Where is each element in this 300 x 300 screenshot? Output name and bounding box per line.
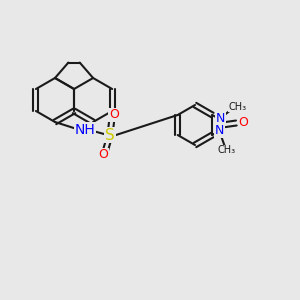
Text: CH₃: CH₃ bbox=[228, 102, 246, 112]
Text: S: S bbox=[105, 128, 115, 142]
Text: O: O bbox=[98, 148, 108, 161]
Text: O: O bbox=[238, 116, 248, 130]
Text: O: O bbox=[109, 109, 119, 122]
Text: N: N bbox=[214, 124, 224, 137]
Text: CH₃: CH₃ bbox=[217, 145, 236, 155]
Text: N: N bbox=[216, 112, 225, 124]
Text: NH: NH bbox=[75, 123, 95, 137]
